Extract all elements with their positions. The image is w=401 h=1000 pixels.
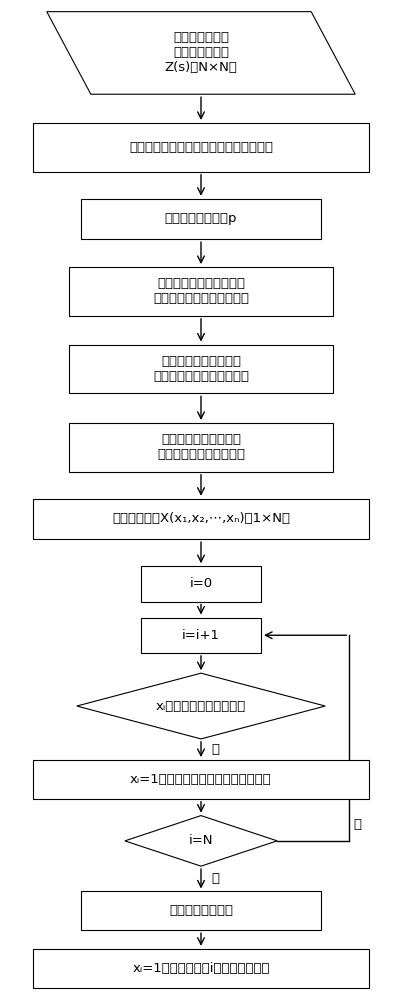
Text: xᵢ=1，作为线性优化的等式约束条件: xᵢ=1，作为线性优化的等式约束条件 — [130, 773, 271, 786]
Bar — [32, 760, 369, 799]
Text: 是: 是 — [211, 872, 219, 885]
Text: 是: 是 — [211, 743, 219, 756]
Bar — [141, 618, 260, 653]
Bar — [32, 499, 369, 539]
Text: i=N: i=N — [188, 834, 213, 847]
Bar — [32, 123, 369, 172]
Bar — [141, 566, 260, 602]
Bar — [69, 345, 332, 393]
Text: xᵢ是否已经装有监测终端: xᵢ是否已经装有监测终端 — [156, 700, 245, 713]
Bar — [69, 423, 332, 472]
Text: 根据各故障类型的节点
凹陷域矩阵形成联立矩阵: 根据各故障类型的节点 凹陷域矩阵形成联立矩阵 — [157, 433, 244, 461]
Text: xᵢ=1所对应的节点i即为最优监测点: xᵢ=1所对应的节点i即为最优监测点 — [132, 962, 269, 975]
Text: 根据电压暂降矩阵形成
不对称故障节点凹陷域矩阵: 根据电压暂降矩阵形成 不对称故障节点凹陷域矩阵 — [153, 355, 248, 383]
Text: 根据电压暂降矩阵形成对
称故障网络节点凹陷域矩阵: 根据电压暂降矩阵形成对 称故障网络节点凹陷域矩阵 — [153, 277, 248, 305]
Text: 否: 否 — [352, 818, 360, 831]
Text: 设定暂降监测阈值p: 设定暂降监测阈值p — [164, 212, 237, 225]
Text: i=i+1: i=i+1 — [182, 629, 219, 642]
Polygon shape — [47, 12, 354, 94]
Text: i=0: i=0 — [189, 577, 212, 590]
Bar — [81, 891, 320, 930]
Text: 设定决策相量X(x₁,x₂,⋯,xₙ)（1×N）: 设定决策相量X(x₁,x₂,⋯,xₙ)（1×N） — [112, 512, 289, 525]
Text: 形成故障前的网
络节点阻抗矩阵
Z(s)（N×N）: 形成故障前的网 络节点阻抗矩阵 Z(s)（N×N） — [164, 31, 237, 74]
Text: 进行整数线性优化: 进行整数线性优化 — [168, 904, 233, 917]
Bar — [81, 199, 320, 239]
Bar — [69, 267, 332, 316]
Bar — [32, 949, 369, 988]
Polygon shape — [77, 673, 324, 739]
Text: 分别计算不同故障类型下的电压暂降矩阵: 分别计算不同故障类型下的电压暂降矩阵 — [129, 141, 272, 154]
Polygon shape — [125, 816, 276, 866]
